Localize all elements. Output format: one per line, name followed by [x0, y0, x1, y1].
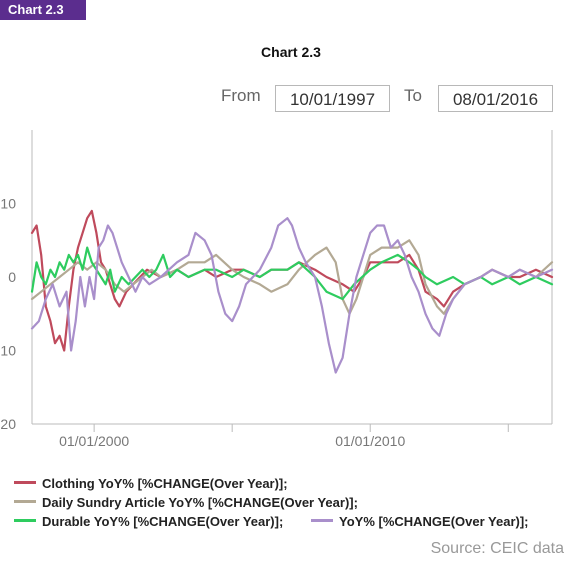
range-to-input[interactable]: 08/01/2016 [438, 85, 553, 112]
legend-item-daily-sundry[interactable]: Daily Sundry Article YoY% [%CHANGE(Over … [14, 495, 358, 510]
x-tick-label: 01/01/2010 [335, 433, 405, 449]
y-tick-label: 20 [0, 416, 16, 432]
legend-swatch-daily-sundry [14, 500, 36, 504]
legend-label-yoy: YoY% [%CHANGE(Over Year)]; [339, 514, 529, 529]
series-line-3 [30, 217, 554, 374]
range-from-input[interactable]: 10/01/1997 [275, 85, 390, 112]
series-line-2 [30, 246, 554, 301]
y-tick-label: 10 [0, 196, 16, 212]
y-tick-label: 0 [8, 269, 16, 285]
range-from-label: From [221, 86, 261, 105]
legend-swatch-clothing [14, 481, 36, 485]
y-tick-label: 10 [0, 343, 16, 359]
legend-swatch-yoy [311, 519, 333, 523]
legend-item-durable[interactable]: Durable YoY% [%CHANGE(Over Year)]; [14, 514, 283, 529]
chart-tag: Chart 2.3 [0, 0, 86, 20]
range-to-label: To [404, 86, 422, 105]
legend-item-clothing[interactable]: Clothing YoY% [%CHANGE(Over Year)]; [14, 476, 288, 491]
line-chart: 10 0 10 20 01/01/2000 01/01/2010 [0, 130, 554, 449]
legend-label-daily-sundry: Daily Sundry Article YoY% [%CHANGE(Over … [42, 495, 358, 510]
chart-title: Chart 2.3 [261, 44, 321, 60]
legend-item-yoy[interactable]: YoY% [%CHANGE(Over Year)]; [311, 514, 529, 529]
source-note: Source: CEIC data [430, 540, 564, 557]
legend-label-durable: Durable YoY% [%CHANGE(Over Year)]; [42, 514, 284, 529]
x-tick-label: 01/01/2000 [59, 433, 129, 449]
series-line-1 [30, 239, 554, 315]
legend-label-clothing: Clothing YoY% [%CHANGE(Over Year)]; [42, 476, 288, 491]
legend-swatch-durable [14, 519, 36, 523]
